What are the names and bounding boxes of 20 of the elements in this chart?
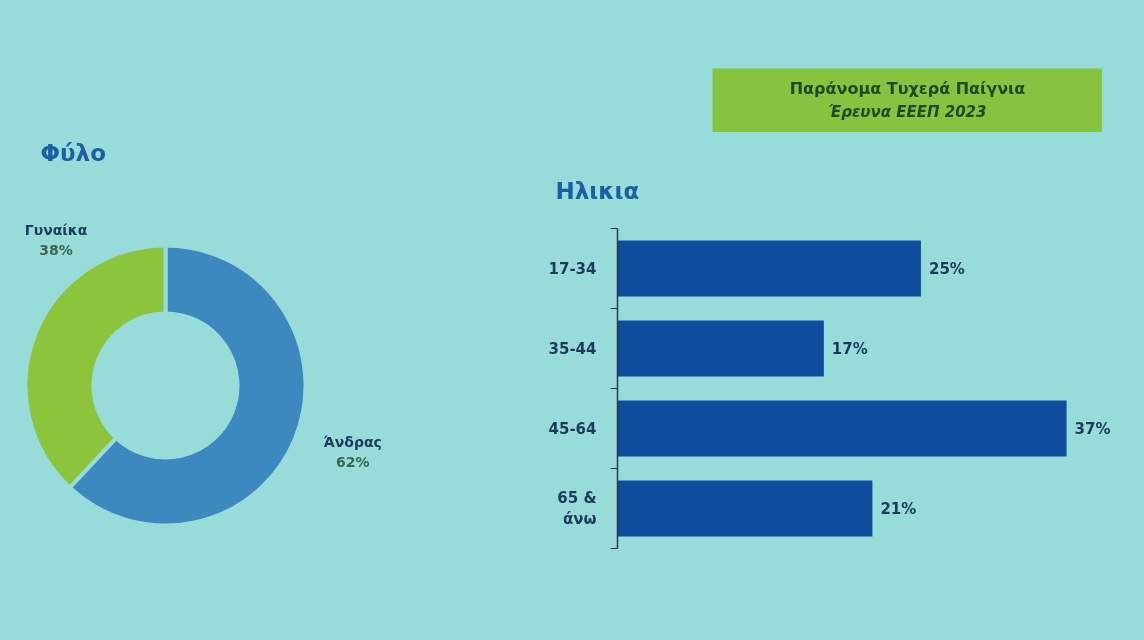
bar [617, 320, 824, 377]
data-label: 21% [880, 499, 917, 518]
text: Έρευνα ΕΕΕΠ 2023 [828, 103, 987, 122]
bar [617, 480, 873, 537]
bar [617, 400, 1067, 457]
y-tick-label: 35-44 [548, 339, 597, 358]
bar [617, 240, 921, 297]
data-label: 17% [831, 339, 868, 358]
y-tick-label: 65 & άνω [557, 488, 597, 529]
slice-label: Άνδρας [323, 434, 382, 451]
data-label: 37% [1074, 419, 1111, 438]
slice-label: Γυναίκα [24, 222, 88, 239]
chart-title: Φύλο [40, 139, 106, 166]
data-label: 25% [928, 259, 965, 278]
chart-title: Ηλικια [555, 177, 640, 204]
y-tick-label: 17-34 [548, 259, 597, 278]
data-label: 62% [335, 454, 370, 471]
data-label: 38% [39, 242, 73, 259]
y-tick-label: 45-64 [548, 419, 597, 438]
text: Παράνομα Τυχερά Παίγνια [789, 79, 1026, 99]
